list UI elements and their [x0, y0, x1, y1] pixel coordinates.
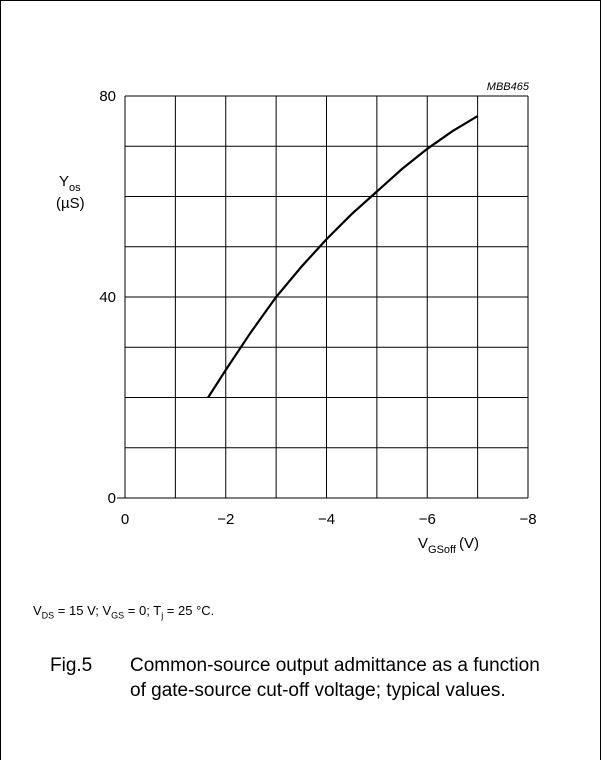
x-axis-subscript: GSoff — [428, 544, 457, 556]
x-axis-label: VGSoff (V) — [418, 535, 479, 556]
tj-subscript: j — [161, 610, 164, 621]
y-tick-label: 0 — [108, 490, 116, 507]
y-axis-subscript: os — [69, 182, 81, 194]
y-axis-symbol: Y — [59, 173, 69, 190]
y-axis-label: Yos — [59, 173, 81, 194]
figure-number: Fig.5 — [50, 655, 93, 676]
y-tick-label: 80 — [99, 88, 116, 105]
x-tick-label: −6 — [419, 511, 436, 528]
figure-caption: Fig.5 Common-source output admittance as… — [50, 653, 550, 703]
x-tick-label: 0 — [121, 511, 129, 528]
vgs-symbol: V — [102, 603, 112, 618]
x-axis-symbol: V — [418, 535, 428, 552]
chart: 0 −2 −4 −6 −8 0 40 80 MBB465 Yos (µS) VGSoff (V) — [56, 81, 537, 556]
x-tick-label: −8 — [519, 511, 536, 528]
x-tick-label: −4 — [318, 511, 335, 528]
vgs-value: = 0; — [124, 603, 154, 618]
figure-caption-text: Common-source output admittance as a fun… — [130, 655, 540, 701]
test-conditions: VDS = 15 V; VGS = 0; Tj = 25 °C. — [33, 603, 214, 621]
chart-grid — [117, 95, 529, 499]
vds-symbol: V — [33, 603, 42, 618]
x-axis-unit: (V) — [459, 535, 479, 552]
tj-symbol: T — [153, 603, 162, 618]
x-tick-label: −2 — [217, 511, 234, 528]
tj-value: = 25 °C. — [163, 603, 215, 618]
tick-labels: 0 −2 −4 −6 −8 0 40 80 — [99, 88, 536, 528]
vgs-subscript: GS — [111, 610, 125, 621]
series-line — [207, 115, 479, 399]
vds-subscript: DS — [41, 610, 55, 621]
y-axis-unit: (µS) — [56, 195, 85, 212]
figure-code: MBB465 — [487, 81, 530, 93]
vds-value: = 15 V; — [54, 603, 103, 618]
y-tick-label: 40 — [99, 289, 116, 306]
